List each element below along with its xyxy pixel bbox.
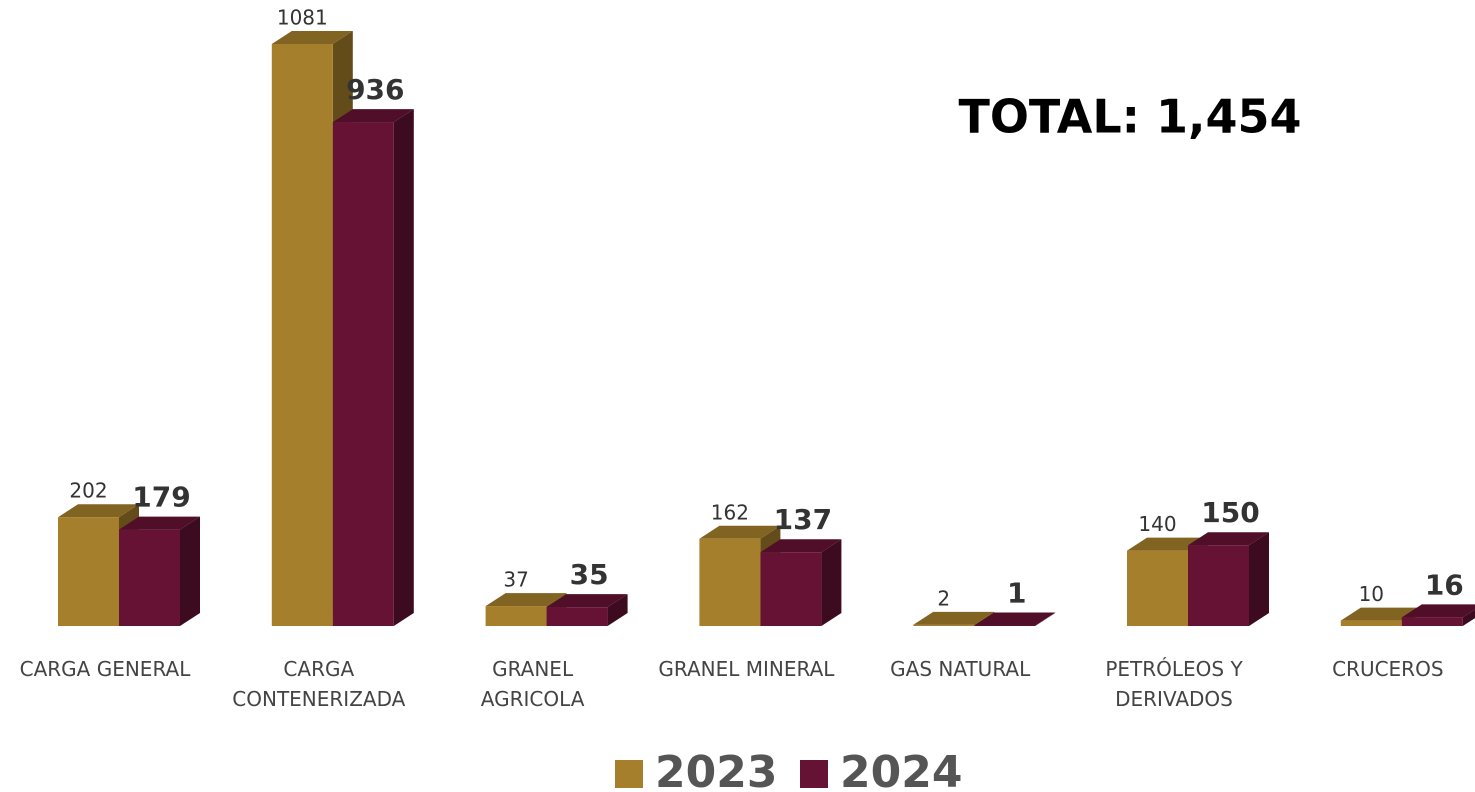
bar-top: [1340, 607, 1422, 621]
legend-label: 2023: [655, 747, 777, 792]
bar: [485, 606, 547, 626]
bar: [58, 517, 119, 626]
x-tick-label: GRANEL MINERAL: [658, 657, 835, 681]
bar-top: [699, 525, 781, 539]
value-label: 2: [937, 586, 950, 610]
value-label: 16: [1425, 568, 1464, 601]
value-label: 202: [69, 479, 107, 503]
bar-top: [271, 31, 353, 44]
legend-swatch: [615, 760, 643, 788]
value-label: 936: [346, 73, 404, 106]
bar-top: [1188, 532, 1269, 546]
bar: [271, 44, 333, 626]
bar-top: [58, 504, 139, 518]
bar-side: [821, 539, 842, 626]
x-tick-label: CRUCEROS: [1332, 657, 1443, 681]
bar: [1340, 620, 1402, 626]
value-label: 35: [570, 558, 609, 591]
bar-side: [180, 516, 200, 626]
bar-top: [1127, 537, 1208, 551]
bar: [913, 624, 975, 626]
bar: [760, 552, 822, 626]
bar-side: [393, 109, 414, 627]
bar: [546, 607, 608, 626]
bar: [699, 538, 761, 626]
value-label: 140: [1138, 512, 1176, 536]
bar-top: [1401, 604, 1475, 618]
bar: [332, 122, 394, 627]
bar-side: [1035, 612, 1056, 626]
value-label: 179: [132, 481, 190, 514]
bar-top: [760, 539, 842, 553]
bar-top: [332, 109, 414, 123]
bar-top: [913, 611, 995, 625]
bar-side: [607, 594, 628, 626]
legend-label: 2024: [840, 747, 962, 792]
bar-top: [974, 612, 1056, 626]
value-label: 137: [774, 503, 832, 536]
value-label: 37: [503, 568, 528, 592]
value-label: 162: [711, 500, 749, 524]
x-tick-label: CARGA CONTENERIZADA: [232, 657, 405, 711]
bar-side: [1249, 532, 1269, 626]
bar: [1188, 545, 1249, 626]
legend-swatch: [800, 760, 828, 788]
bar: [119, 529, 180, 626]
value-label: 150: [1201, 496, 1259, 529]
bar: [1127, 550, 1188, 626]
bar: [1401, 617, 1463, 626]
value-label: 1: [1007, 576, 1026, 609]
x-tick-label: CARGA GENERAL: [20, 657, 192, 681]
x-tick-label: PETRÓLEOS Y DERIVADOS: [1105, 657, 1243, 711]
bar-side: [1462, 609, 1475, 626]
value-label: 1081: [277, 6, 328, 30]
x-tick-label: GAS NATURAL: [890, 657, 1031, 681]
x-tick-label: GRANEL AGRICOLA: [481, 657, 585, 711]
value-label: 10: [1359, 582, 1384, 606]
total-annotation: TOTAL: 1,454: [958, 90, 1301, 144]
bar-top: [485, 593, 567, 607]
bar-top: [119, 516, 200, 530]
bar-top: [546, 594, 628, 608]
bar: [974, 625, 1036, 626]
